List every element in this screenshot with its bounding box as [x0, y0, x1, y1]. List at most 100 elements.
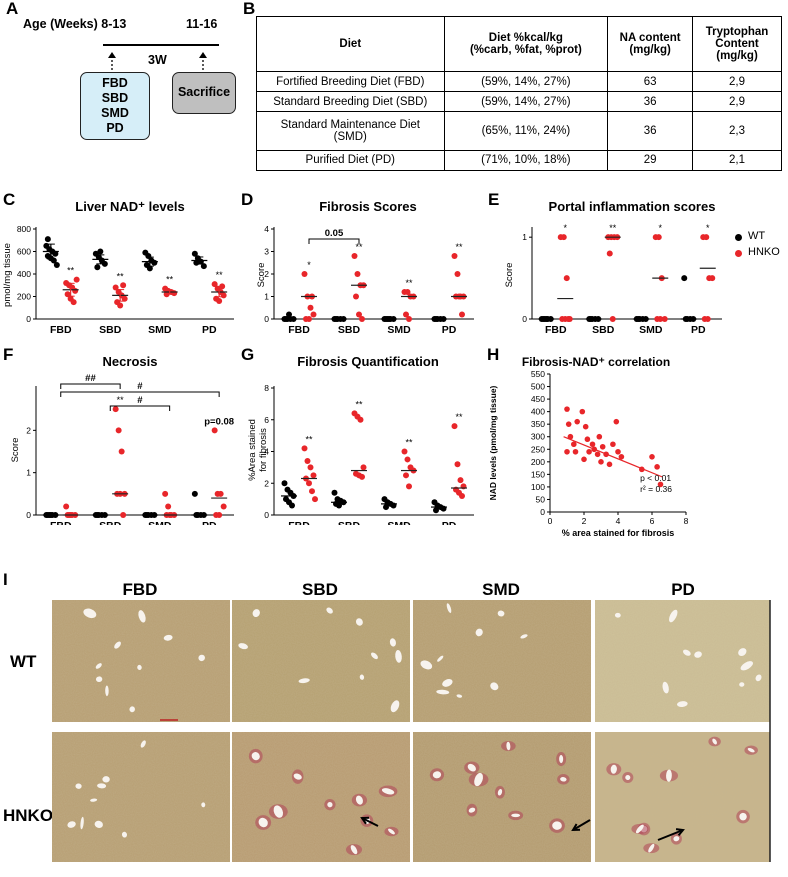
data-point: [565, 316, 572, 322]
vessel-lumen: [140, 740, 146, 748]
significance-label: **: [67, 266, 75, 276]
vessel-lumen: [614, 612, 621, 618]
chart-title: Fibrosis Scores: [319, 199, 417, 214]
comparison-bracket: [109, 405, 171, 411]
data-point: [120, 282, 127, 289]
vessel-lumen: [666, 769, 672, 782]
r-squared-label: r² = 0.36: [640, 484, 672, 494]
y-tick-label: 0: [26, 314, 31, 324]
y-tick-label: 8: [264, 383, 269, 393]
data-point: [120, 512, 127, 518]
table-row: Fortified Breeding Diet (FBD) (59%, 14%,…: [256, 70, 782, 93]
vessel-lumen: [740, 661, 754, 671]
vessel-lumen: [298, 678, 310, 684]
timeline-arrows: [108, 52, 207, 70]
vessel-lumen: [560, 777, 567, 782]
data-point: [165, 503, 172, 510]
y-tick-label: 0: [264, 314, 269, 324]
y-tick-label: 400: [531, 407, 545, 417]
table-cell: Standard Maintenance Diet (SMD): [256, 111, 445, 151]
data-point: [312, 496, 318, 503]
vessel-lumen: [520, 634, 528, 639]
x-tick-label: SMD: [387, 324, 411, 336]
data-point: [703, 234, 710, 241]
data-point: [309, 488, 315, 495]
data-point: [307, 464, 314, 471]
panel-label-c: C: [3, 190, 16, 209]
y-tick-label: 0: [264, 510, 269, 520]
data-point: [115, 427, 122, 434]
table-header-row: Diet Diet %kcal/kg (%carb, %fat, %prot) …: [256, 16, 782, 72]
data-point: [211, 281, 218, 288]
data-point: [613, 418, 620, 425]
x-tick-label: SBD: [338, 324, 361, 336]
x-tick-label: SMD: [387, 520, 411, 525]
data-point: [304, 458, 311, 465]
x-tick-label: 4: [616, 516, 621, 526]
data-point: [94, 264, 101, 271]
data-point: [216, 512, 223, 518]
y-tick-label: 3: [264, 247, 269, 257]
y-axis-label-line: Score: [10, 438, 21, 463]
data-point: [53, 262, 60, 268]
vessel-lumen: [293, 773, 302, 780]
significance-label: **: [355, 399, 363, 409]
vessel-lumen: [359, 674, 365, 680]
vessel-lumen: [258, 817, 268, 828]
x-tick-label: SMD: [148, 324, 172, 336]
data-point: [401, 448, 408, 455]
vessel-lumen: [381, 788, 395, 795]
data-point: [581, 456, 587, 463]
data-point: [354, 271, 361, 277]
data-point: [404, 456, 411, 463]
data-point: [709, 275, 716, 282]
y-tick-label: 350: [531, 419, 545, 429]
vessel-lumen: [102, 776, 110, 783]
x-tick-label: PD: [442, 520, 457, 525]
x-tick-label: SMD: [639, 324, 663, 336]
vessel-lumen: [97, 783, 107, 789]
table-header-cell: Diet: [256, 16, 445, 72]
data-point: [220, 503, 227, 510]
y-axis-label-line: pmol/mg tissue: [2, 243, 13, 307]
table-cell: (59%, 14%, 27%): [443, 91, 609, 113]
x-tick-label: SMD: [148, 520, 172, 525]
data-point: [404, 289, 411, 295]
data-point: [657, 481, 664, 488]
data-point: [563, 275, 570, 282]
vessel-lumen: [252, 609, 260, 618]
data-point: [586, 448, 592, 455]
data-point: [310, 311, 317, 318]
significance-label: **: [355, 242, 363, 252]
significance-label: **: [405, 438, 413, 448]
table-cell: Purified Diet (PD): [256, 149, 445, 172]
y-tick-label: 2: [26, 425, 31, 435]
vessel-lumen: [80, 816, 84, 830]
significance-label: **: [609, 223, 617, 233]
y-axis-label-line: for fibrosis: [258, 428, 269, 472]
data-point: [454, 461, 461, 468]
vessel-lumen: [747, 747, 755, 753]
significance-label: **: [216, 270, 224, 280]
significance-label: **: [117, 395, 125, 405]
vessel-lumen: [129, 706, 135, 713]
vessel-lumen: [490, 682, 499, 691]
legend-hnko-marker: [735, 250, 742, 257]
data-point: [681, 275, 688, 282]
vessel-lumen: [497, 610, 505, 617]
data-point: [211, 427, 218, 434]
data-point: [281, 480, 288, 487]
data-point: [451, 423, 458, 430]
table-row: Purified Diet (PD) (71%, 10%, 18%) 29 2,…: [256, 149, 782, 172]
chart-title: Fibrosis-NAD⁺ correlation: [522, 355, 670, 369]
vessel-lumen: [198, 654, 205, 662]
x-axis-label: % area stained for fibrosis: [562, 528, 675, 538]
data-point: [301, 271, 308, 277]
data-point: [359, 473, 365, 480]
vessel-lumen: [388, 828, 395, 835]
bracket-label: 0.05: [325, 228, 344, 239]
vessel-lumen: [395, 650, 402, 663]
panel-label-a: A: [6, 0, 19, 18]
y-axis-label: %Area stainedfor fibrosis: [247, 419, 269, 481]
